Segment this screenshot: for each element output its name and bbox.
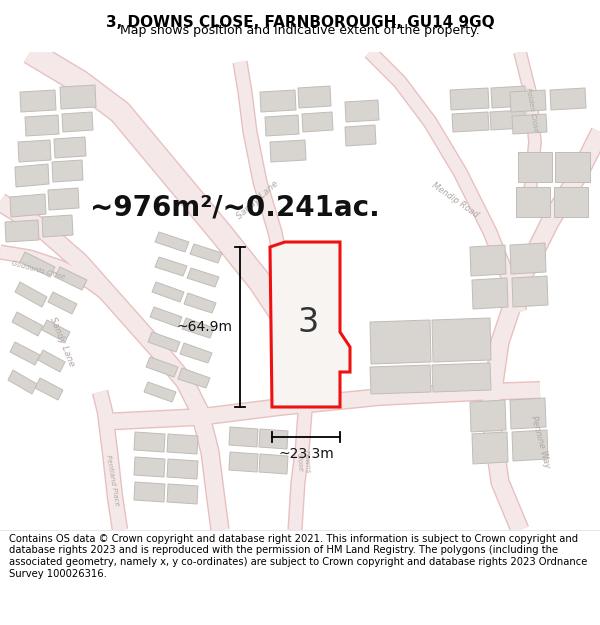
Polygon shape	[187, 268, 219, 287]
Polygon shape	[178, 368, 210, 388]
Polygon shape	[184, 293, 216, 313]
Polygon shape	[345, 125, 376, 146]
Polygon shape	[512, 114, 547, 134]
Polygon shape	[167, 484, 198, 504]
Polygon shape	[518, 152, 552, 182]
Polygon shape	[180, 343, 212, 363]
Text: Polden Close: Polden Close	[525, 88, 539, 132]
Polygon shape	[265, 115, 299, 136]
Polygon shape	[52, 160, 83, 182]
Polygon shape	[510, 398, 546, 429]
Polygon shape	[490, 110, 525, 130]
Polygon shape	[512, 430, 548, 461]
Polygon shape	[259, 454, 288, 474]
Polygon shape	[5, 220, 39, 242]
Text: Map shows position and indicative extent of the property.: Map shows position and indicative extent…	[120, 24, 480, 38]
Polygon shape	[38, 350, 65, 372]
Polygon shape	[148, 332, 180, 352]
Polygon shape	[8, 370, 37, 394]
Polygon shape	[450, 88, 489, 110]
Polygon shape	[512, 276, 548, 307]
Polygon shape	[12, 312, 43, 336]
Polygon shape	[229, 427, 258, 447]
Polygon shape	[470, 245, 506, 276]
Polygon shape	[10, 194, 46, 217]
Polygon shape	[20, 90, 56, 112]
Polygon shape	[167, 459, 198, 479]
Polygon shape	[152, 282, 184, 302]
Polygon shape	[42, 320, 70, 342]
Polygon shape	[190, 244, 222, 263]
Polygon shape	[150, 307, 182, 327]
Polygon shape	[260, 90, 296, 112]
Polygon shape	[167, 434, 198, 454]
Polygon shape	[25, 115, 59, 136]
Polygon shape	[370, 365, 431, 394]
Polygon shape	[48, 188, 79, 210]
Polygon shape	[555, 152, 590, 182]
Polygon shape	[452, 112, 489, 132]
Polygon shape	[259, 429, 288, 449]
Polygon shape	[472, 432, 508, 464]
Text: Downs
Close: Downs Close	[296, 450, 310, 474]
Polygon shape	[134, 482, 165, 502]
Text: Contains OS data © Crown copyright and database right 2021. This information is : Contains OS data © Crown copyright and d…	[9, 534, 587, 579]
Polygon shape	[144, 382, 176, 402]
Polygon shape	[155, 232, 189, 252]
Polygon shape	[10, 342, 40, 365]
Polygon shape	[42, 215, 73, 237]
Polygon shape	[35, 378, 63, 400]
Polygon shape	[472, 278, 508, 309]
Polygon shape	[182, 318, 214, 338]
Polygon shape	[54, 137, 86, 158]
Polygon shape	[470, 400, 506, 432]
Text: Sandy Lane: Sandy Lane	[235, 179, 281, 221]
Polygon shape	[18, 140, 51, 162]
Polygon shape	[491, 86, 526, 108]
Polygon shape	[516, 187, 550, 217]
Polygon shape	[298, 86, 331, 108]
Polygon shape	[134, 457, 165, 477]
Polygon shape	[345, 100, 379, 122]
Polygon shape	[432, 318, 491, 362]
Text: Pentland Place: Pentland Place	[104, 454, 119, 506]
Polygon shape	[15, 164, 49, 187]
Text: Goddards Close: Goddards Close	[11, 260, 65, 280]
Polygon shape	[370, 320, 431, 364]
Text: ~23.3m: ~23.3m	[278, 447, 334, 461]
Text: 3, DOWNS CLOSE, FARNBOROUGH, GU14 9GQ: 3, DOWNS CLOSE, FARNBOROUGH, GU14 9GQ	[106, 14, 494, 29]
Polygon shape	[134, 432, 165, 452]
Text: ~64.9m: ~64.9m	[176, 320, 232, 334]
Polygon shape	[510, 90, 546, 112]
Polygon shape	[60, 85, 96, 109]
Polygon shape	[48, 292, 77, 314]
Polygon shape	[510, 243, 546, 274]
Text: ~976m²/~0.241ac.: ~976m²/~0.241ac.	[90, 193, 380, 221]
Polygon shape	[146, 357, 178, 377]
Polygon shape	[15, 282, 47, 307]
Polygon shape	[20, 252, 55, 277]
Text: Mendip Road: Mendip Road	[430, 181, 480, 219]
Polygon shape	[55, 267, 87, 290]
Polygon shape	[432, 363, 491, 392]
Polygon shape	[554, 187, 588, 217]
Polygon shape	[229, 452, 258, 472]
Polygon shape	[550, 88, 586, 110]
Polygon shape	[270, 242, 350, 407]
Text: Sandy Lane: Sandy Lane	[48, 316, 76, 368]
Polygon shape	[270, 140, 306, 162]
Polygon shape	[62, 112, 93, 132]
Polygon shape	[302, 112, 333, 132]
Polygon shape	[155, 257, 187, 276]
Text: Pennine Way: Pennine Way	[529, 415, 551, 469]
Text: 3: 3	[298, 306, 319, 339]
